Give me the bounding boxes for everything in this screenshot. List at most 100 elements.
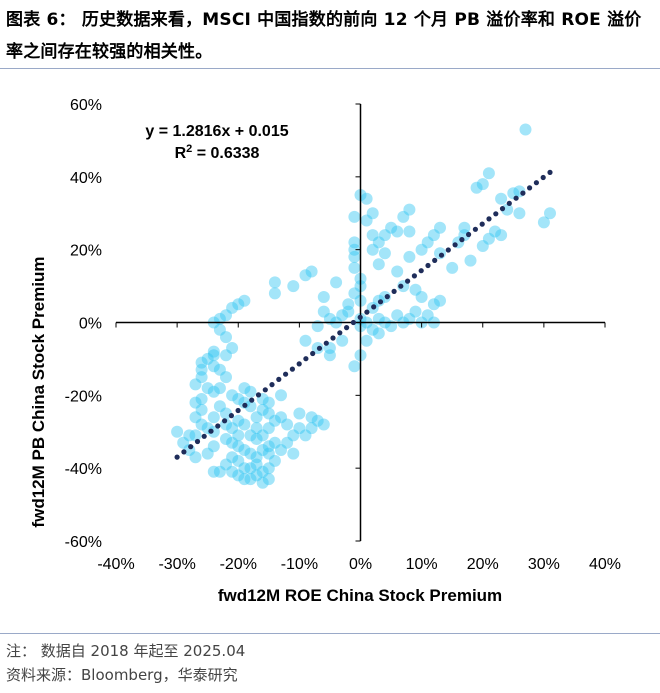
scatter-point — [348, 261, 361, 274]
scatter-point — [189, 396, 202, 409]
scatter-point — [293, 407, 306, 420]
scatter-point — [336, 309, 349, 322]
trendline-dot — [283, 371, 289, 377]
trendline-dot — [391, 288, 397, 294]
trendline-dot — [350, 319, 356, 326]
scatter-point — [501, 203, 514, 216]
scatter-point — [409, 283, 422, 296]
trendline-dot — [323, 340, 329, 346]
scatter-point — [213, 465, 226, 478]
trendline-dot — [357, 314, 363, 320]
scatter-point — [434, 221, 446, 234]
y-tick-label: -40% — [65, 461, 102, 478]
scatter-point — [360, 214, 373, 227]
trendline-dot — [452, 242, 458, 248]
scatter-point — [250, 422, 263, 435]
scatter-point — [232, 298, 245, 311]
scatter-point — [232, 454, 245, 467]
scatter-point — [299, 269, 312, 282]
trendline-dot — [506, 200, 512, 206]
scatter-point — [403, 225, 416, 238]
scatter-point — [482, 167, 495, 180]
data-source: 资料来源：Bloomberg，华泰研究 — [6, 666, 238, 684]
scatter-point — [305, 422, 318, 435]
scatter-point — [391, 265, 404, 278]
trendline — [174, 169, 553, 460]
scatter-point — [195, 418, 208, 431]
trendline-dot — [235, 407, 241, 414]
scatter-point — [232, 393, 245, 405]
scatter-point — [262, 462, 275, 475]
scatter-point — [256, 444, 269, 456]
scatter-point — [256, 429, 269, 442]
trendline-dot — [188, 444, 194, 450]
scatter-point — [195, 371, 208, 384]
scatter-point — [348, 236, 361, 249]
trendline-dot — [174, 454, 180, 460]
scatter-point — [207, 411, 220, 424]
scatter-point — [232, 469, 245, 482]
scatter-point — [366, 323, 379, 336]
scatter-point — [195, 363, 208, 376]
scatter-point — [226, 451, 239, 464]
scatter-point — [348, 250, 361, 263]
scatter-point — [232, 414, 245, 427]
y-tick-label: 40% — [70, 170, 102, 187]
figure-title: 图表 6： 历史数据来看，MSCI 中国指数的前向 12 个月 PB 溢价率和 … — [6, 10, 642, 62]
scatter-point — [189, 451, 202, 464]
scatter-point — [250, 458, 263, 471]
scatter-point — [348, 243, 361, 256]
scatter-point — [207, 465, 220, 478]
scatter-point — [244, 429, 257, 442]
scatter-point — [226, 301, 239, 314]
scatter-point — [220, 331, 232, 344]
y-tick-label: 20% — [70, 243, 102, 260]
scatter-point — [336, 334, 349, 347]
scatter-point — [262, 422, 275, 435]
scatter-point — [476, 178, 489, 191]
scatter-point — [195, 403, 208, 416]
data-note: 注： 数据自 2018 年起至 2025.04 — [6, 642, 246, 660]
trendline-dot — [310, 350, 316, 357]
scatter-point — [317, 291, 330, 303]
scatter-point — [305, 411, 318, 424]
scatter-point — [391, 225, 404, 238]
scatter-point — [446, 261, 459, 274]
scatter-point — [287, 280, 300, 293]
scatter-point — [458, 221, 471, 234]
y-tick-label: -60% — [65, 534, 102, 551]
scatter-point — [244, 462, 257, 475]
scatter-point — [183, 429, 196, 442]
scatter-point — [403, 203, 416, 216]
trendline-dot — [499, 206, 506, 212]
scatter-point — [489, 225, 501, 238]
scatter-point — [207, 345, 220, 358]
trendline-dot — [371, 304, 377, 310]
scatter-point — [311, 414, 324, 427]
x-tick-labels: -40% -30% -20% -10% 0% 10% 20% 30% 40% — [97, 556, 621, 573]
r-squared-symbol: R — [175, 145, 187, 162]
scatter-point — [256, 476, 269, 489]
trendline-dot — [276, 376, 282, 382]
scatter-point — [232, 440, 245, 453]
scatter-point — [415, 243, 428, 256]
trendline-dot — [533, 180, 540, 186]
scatter-point — [201, 447, 214, 460]
y-tick-label: 0% — [79, 316, 102, 333]
scatter-point — [342, 298, 355, 311]
scatter-point — [189, 378, 202, 391]
scatter-point — [177, 436, 190, 449]
scatter-point — [360, 334, 373, 347]
trendline-dot — [303, 356, 309, 362]
scatter-point — [250, 411, 263, 424]
trendline-dot — [269, 382, 275, 388]
scatter-point — [220, 433, 232, 445]
scatter-point — [544, 207, 556, 220]
scatter-point — [256, 403, 269, 416]
trendline-dot — [547, 169, 553, 175]
scatter-point — [201, 352, 214, 365]
scatter-point — [268, 454, 281, 467]
trendline-dot — [344, 325, 350, 331]
scatter-point — [495, 229, 508, 242]
trendline-dot — [181, 449, 187, 455]
